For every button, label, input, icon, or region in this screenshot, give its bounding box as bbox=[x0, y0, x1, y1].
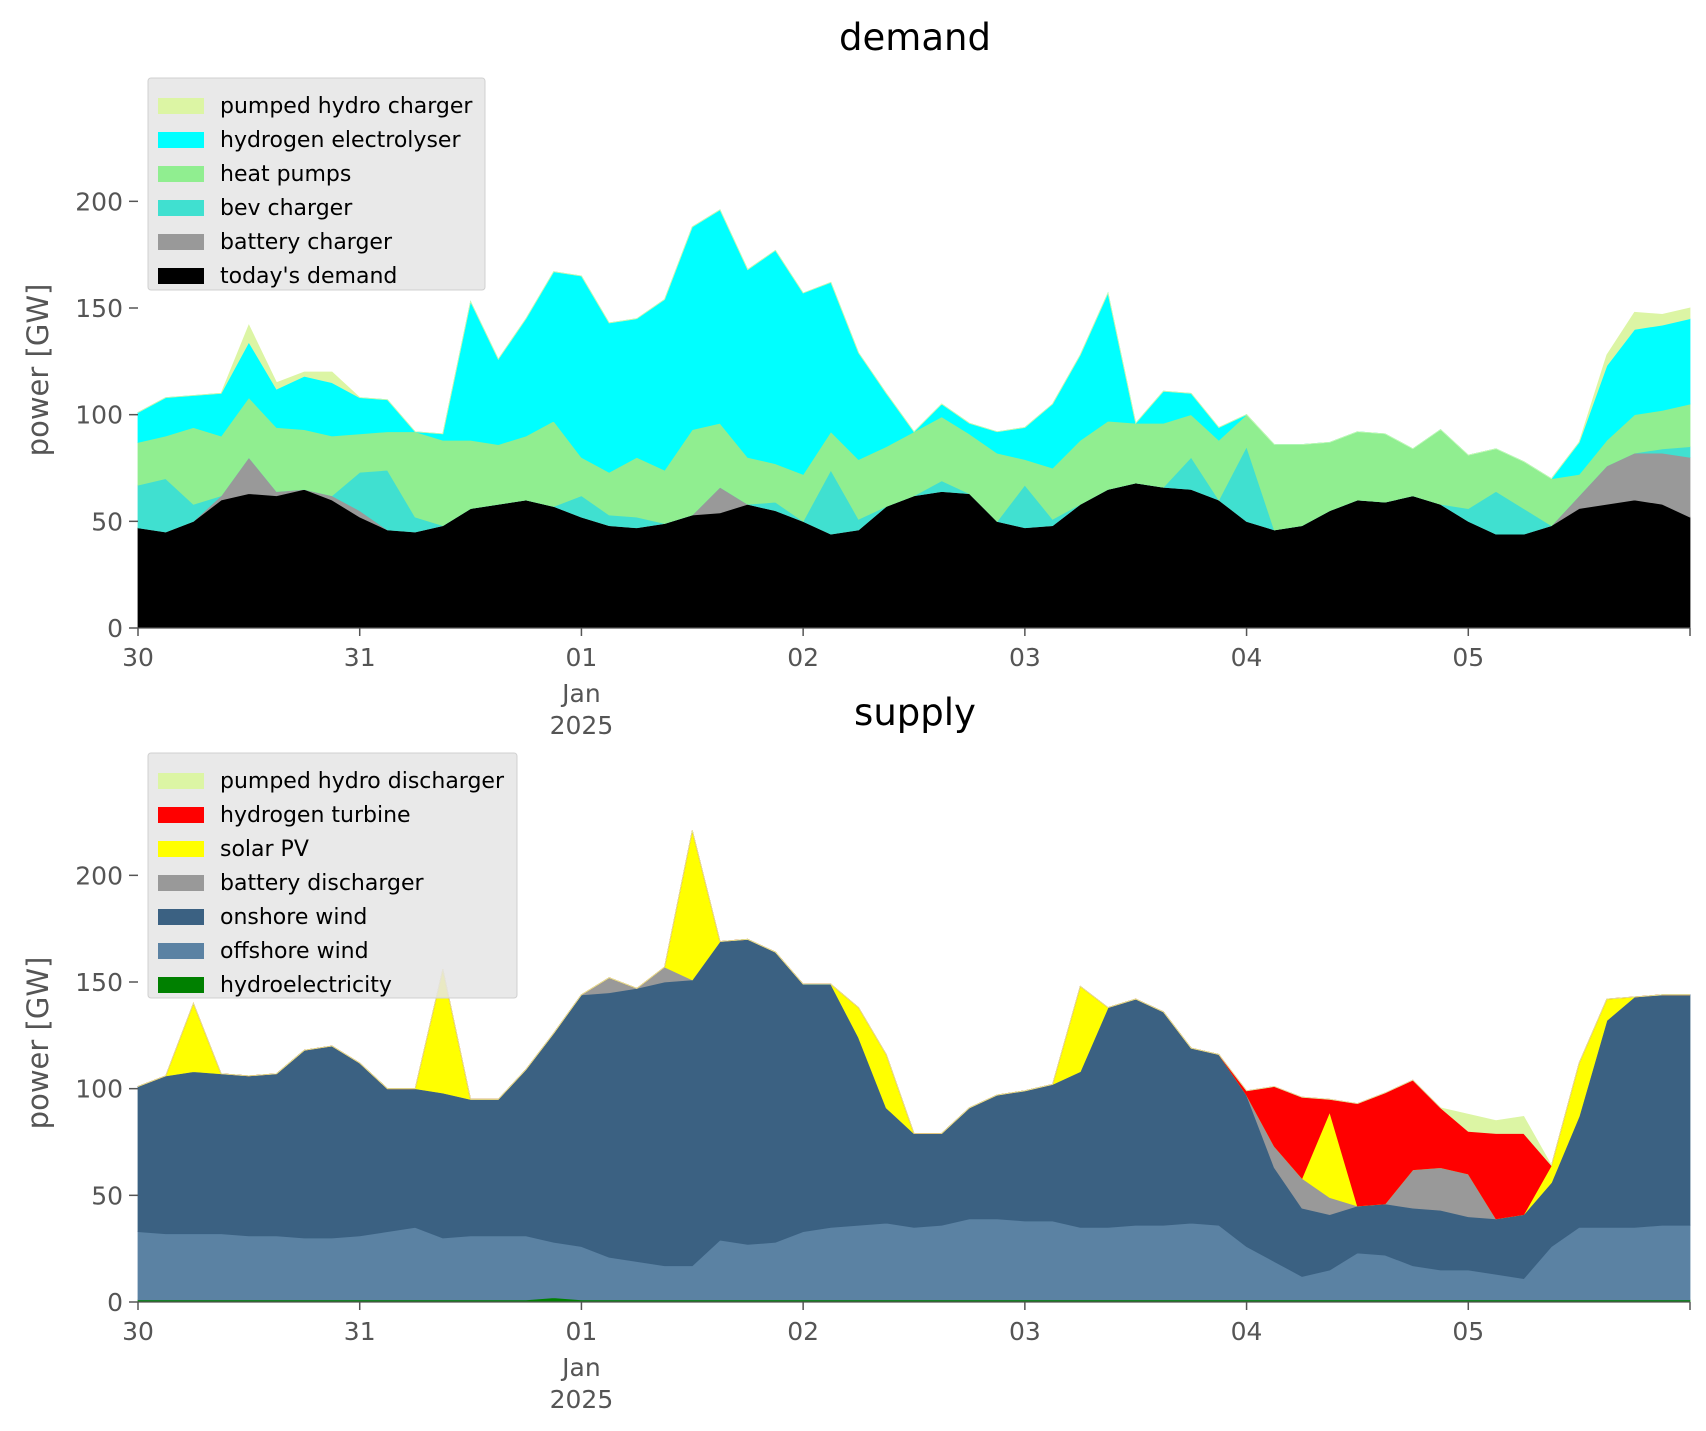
legend-box bbox=[147, 77, 486, 291]
x-tick-sublabel: Jan bbox=[560, 1353, 601, 1382]
legend-label: bev charger bbox=[220, 196, 353, 221]
demand-plot-area: 0 50 100 150 200 30 31 01 Jan 2025 02 03 04 05 pumped … bbox=[75, 77, 1691, 740]
x-tick-label: 30 bbox=[122, 1317, 154, 1346]
legend-label: battery discharger bbox=[220, 871, 425, 896]
y-tick-label: 200 bbox=[75, 861, 123, 890]
supply-title: supply bbox=[854, 691, 976, 734]
legend-swatch bbox=[158, 875, 204, 891]
x-tick-label: 04 bbox=[1231, 643, 1263, 672]
demand-y-axis-label: power [GW] bbox=[21, 284, 55, 457]
legend-swatch bbox=[158, 166, 204, 182]
x-tick-label: 02 bbox=[787, 1317, 819, 1346]
legend-swatch bbox=[158, 132, 204, 148]
x-tick-sublabel: 2025 bbox=[550, 1385, 614, 1414]
y-tick-label: 0 bbox=[107, 614, 123, 643]
x-tick-label: 31 bbox=[344, 643, 376, 672]
legend-label: pumped hydro discharger bbox=[220, 769, 505, 794]
legend-swatch bbox=[158, 268, 204, 284]
legend-swatch bbox=[158, 841, 204, 857]
y-ticks: 0 50 100 150 200 bbox=[75, 861, 138, 1317]
stacked-areas bbox=[137, 830, 1691, 1303]
legend-label: onshore wind bbox=[220, 905, 367, 930]
area-pumped-hydro-charger bbox=[137, 209, 1691, 480]
y-tick-label: 100 bbox=[75, 401, 123, 430]
x-tick-label: 03 bbox=[1009, 1317, 1041, 1346]
legend-swatch bbox=[158, 234, 204, 250]
x-tick-label: 05 bbox=[1452, 1317, 1484, 1346]
x-ticks: 30 31 01 Jan 2025 02 03 04 05 bbox=[122, 628, 1691, 740]
legend-box bbox=[147, 752, 518, 999]
x-tick-sublabel: 2025 bbox=[550, 711, 614, 740]
x-tick-label: 02 bbox=[787, 643, 819, 672]
y-tick-label: 50 bbox=[91, 1181, 123, 1210]
x-tick-label: 30 bbox=[122, 643, 154, 672]
x-tick-label: 01 bbox=[566, 643, 598, 672]
legend-swatch bbox=[158, 200, 204, 216]
y-tick-label: 50 bbox=[91, 507, 123, 536]
legend: pumped hydro charger hydrogen electrolyse… bbox=[147, 77, 486, 291]
demand-title: demand bbox=[839, 16, 991, 59]
stacked-areas bbox=[137, 209, 1691, 629]
legend-label: pumped hydro charger bbox=[220, 94, 473, 119]
y-tick-label: 100 bbox=[75, 1075, 123, 1104]
y-ticks: 0 50 100 150 200 bbox=[75, 187, 138, 643]
supply-plot-area: 0 50 100 150 200 30 31 01 Jan 2025 02 03 04 05 pumped … bbox=[75, 752, 1691, 1414]
legend-swatch bbox=[158, 977, 204, 993]
legend-label: today's demand bbox=[220, 264, 397, 289]
legend-swatch bbox=[158, 98, 204, 114]
legend-label: hydroelectricity bbox=[220, 973, 392, 998]
supply-y-axis-label: power [GW] bbox=[21, 957, 55, 1130]
legend-swatch bbox=[158, 909, 204, 925]
legend-label: hydrogen electrolyser bbox=[220, 128, 461, 153]
x-tick-label: 03 bbox=[1009, 643, 1041, 672]
legend-label: hydrogen turbine bbox=[220, 803, 411, 828]
x-tick-label: 04 bbox=[1231, 1317, 1263, 1346]
x-tick-label: 01 bbox=[566, 1317, 598, 1346]
legend-label: offshore wind bbox=[220, 939, 369, 964]
y-tick-label: 0 bbox=[107, 1288, 123, 1317]
legend-label: heat pumps bbox=[220, 162, 351, 187]
legend-swatch bbox=[158, 807, 204, 823]
x-ticks: 30 31 01 Jan 2025 02 03 04 05 bbox=[122, 1302, 1691, 1414]
legend: pumped hydro discharger hydrogen turbine s… bbox=[147, 752, 518, 999]
legend-label: battery charger bbox=[220, 230, 393, 255]
x-tick-sublabel: Jan bbox=[560, 679, 601, 708]
legend-label: solar PV bbox=[220, 837, 309, 862]
y-tick-label: 150 bbox=[75, 294, 123, 323]
area-pumped-hydro-discharger bbox=[137, 830, 1690, 1167]
y-tick-label: 150 bbox=[75, 968, 123, 997]
x-tick-label: 31 bbox=[344, 1317, 376, 1346]
x-tick-label: 05 bbox=[1452, 643, 1484, 672]
y-tick-label: 200 bbox=[75, 187, 123, 216]
legend-swatch bbox=[158, 773, 204, 789]
legend-swatch bbox=[158, 943, 204, 959]
